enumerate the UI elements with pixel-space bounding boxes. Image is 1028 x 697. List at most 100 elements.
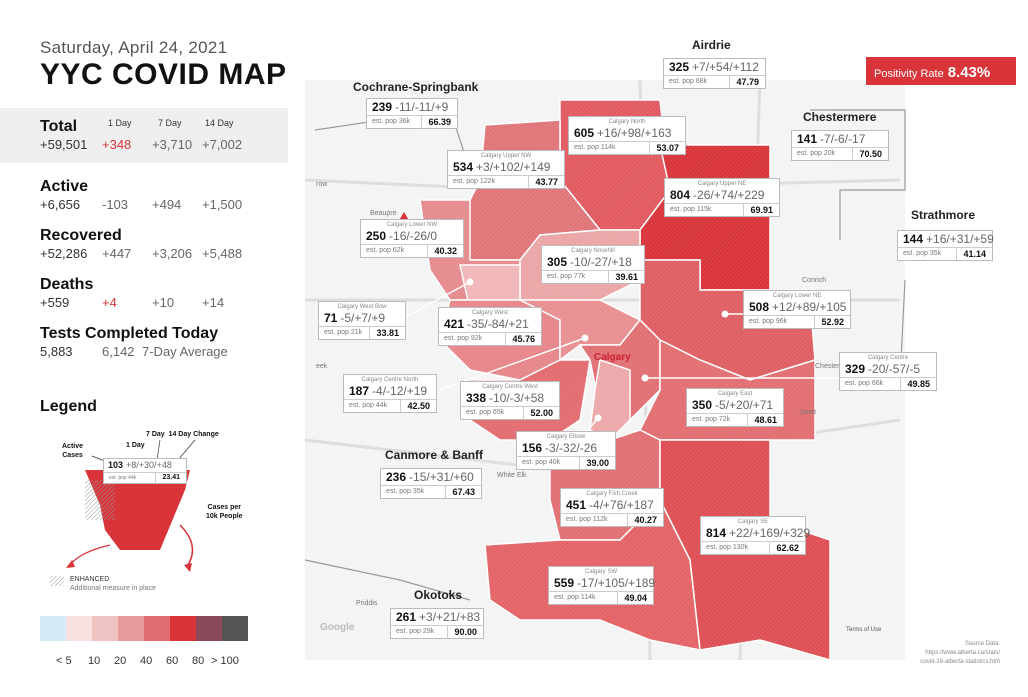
- region-rate: 43.77: [528, 176, 564, 188]
- region-pop: est. pop 96k: [749, 318, 788, 325]
- region-title: Okotoks: [414, 588, 463, 602]
- district-box: Calgary Fish Creek 451 -4/+76/+187 est. p…: [560, 488, 664, 527]
- region-pop: est. pop 77k: [547, 273, 586, 280]
- region-rate: 41.14: [956, 248, 992, 260]
- district-box: Calgary Upper NW 534 +3/+102/+149 est. po…: [447, 150, 565, 189]
- stat-recovered-14day: +5,488: [202, 246, 243, 261]
- map-label-calgary: Calgary: [594, 352, 631, 363]
- district-name: Calgary North: [608, 119, 646, 125]
- region-rate: 49.04: [617, 592, 653, 604]
- region-cases: 329: [845, 362, 866, 376]
- district-box: Calgary Upper NE 804 -26/+74/+229 est. po…: [664, 178, 780, 217]
- region-rate: 42.50: [400, 400, 436, 412]
- stat-tests: Tests Completed Today 5,883 6,142 7-Day Av…: [40, 325, 300, 359]
- district-name: Calgary Fish Creek: [586, 491, 638, 497]
- district-name: Calgary East: [717, 391, 753, 397]
- region-change: -35/-84/+21: [467, 317, 529, 331]
- region-rate: 48.61: [747, 414, 783, 426]
- region-change: -11/-11/+9: [395, 100, 449, 114]
- region-box: 261 +3/+21/+83 est. pop 29k 90.00: [390, 608, 484, 639]
- stat-total-14day: +7,002: [202, 137, 243, 152]
- region-cases: 534: [453, 160, 474, 174]
- region-box: 239 -11/-11/+9 est. pop 36k 66.39: [366, 98, 458, 129]
- legend-enhanced-note: Additional measure in place: [70, 585, 156, 592]
- region-pop: est. pop 114k: [554, 594, 596, 601]
- region-rate: 52.00: [523, 407, 559, 419]
- region-cases: 451: [566, 498, 587, 512]
- legend-sample-pop: est. pop 44k: [109, 475, 137, 481]
- region-cases: 144: [903, 232, 924, 246]
- source-url-2[interactable]: covid-19-alberta-statistics.htm: [920, 659, 1000, 665]
- region-rate: 53.07: [649, 142, 685, 154]
- region-title: Chestermere: [803, 110, 877, 124]
- district-name: Calgary West: [472, 310, 508, 316]
- region-rate: 52.92: [814, 316, 850, 328]
- district-box: Calgary West Bow 71 -5/+7/+9 est. pop 21k…: [318, 301, 406, 340]
- scale-label: 20: [114, 655, 127, 667]
- col-14day: 14 Day: [205, 118, 234, 128]
- map-label-row: row: [316, 181, 328, 188]
- scale-swatch: [170, 616, 196, 641]
- legend-sample-cases: 103: [108, 460, 124, 470]
- region-rate: 69.91: [743, 204, 779, 216]
- source-note: Source Data: https://www.alberta.ca/stat…: [920, 640, 1000, 667]
- region-cases: 508: [749, 300, 770, 314]
- region-box: 236 -15/+31/+60 est. pop 35k 67.43: [380, 468, 482, 499]
- col-1day: 1 Day: [108, 118, 132, 128]
- region-pop: est. pop 122k: [453, 178, 496, 185]
- region-cases: 261: [396, 610, 417, 624]
- region-rate: 47.79: [729, 76, 765, 88]
- stat-recovered-value: +52,286: [40, 246, 88, 261]
- region-title: Cochrane-Springbank: [353, 80, 479, 94]
- region-title: Canmore & Banff: [385, 448, 484, 462]
- region-pop: est. pop 130k: [706, 544, 749, 551]
- region-rate: 90.00: [447, 626, 483, 638]
- region-change: -7/-6/-17: [820, 132, 866, 146]
- legend-sample-change: +8/+30/+48: [126, 460, 172, 470]
- region-change: -5/+20/+71: [715, 398, 774, 412]
- region-cases: 350: [692, 398, 713, 412]
- stat-active-label: Active: [40, 178, 89, 195]
- map-label-google: Google: [320, 622, 355, 633]
- district-box: Calgary SE 814 +22/+169/+329 est. pop 130…: [700, 516, 810, 555]
- region-cases: 71: [324, 311, 338, 325]
- positivity-label: Positivity Rate: [874, 68, 944, 80]
- map-label-priddis: Priddis: [356, 600, 378, 607]
- district-name: Calgary Upper NW: [480, 153, 532, 159]
- region-rate: 49.85: [900, 378, 936, 390]
- region-title: Airdrie: [692, 38, 731, 52]
- region-cases: 804: [670, 188, 691, 202]
- legend-7-14day: 7 Day 14 Day Change: [146, 431, 219, 438]
- stat-active: Active +6,656 -103 +494 +1,500: [40, 178, 280, 212]
- positivity-value: 8.43%: [947, 64, 991, 81]
- stat-recovered: Recovered +52,286 +447 +3,206 +5,488: [40, 227, 280, 261]
- region-change: -26/+74/+229: [693, 188, 765, 202]
- region-change: -20/-57/-5: [868, 362, 921, 376]
- region-pop: est. pop 65k: [466, 409, 505, 416]
- region-change: -5/+7/+9: [340, 311, 386, 325]
- legend-hatch: [85, 480, 115, 520]
- region-pop: est. pop 36k: [372, 118, 411, 125]
- region-rate: 62.62: [769, 542, 805, 554]
- scale-swatch: [144, 616, 170, 641]
- region-pop: est. pop 72k: [692, 416, 731, 423]
- legend-1day: 1 Day: [126, 442, 145, 449]
- source-label: Source Data:: [964, 641, 1000, 647]
- stat-deaths-14day: +14: [202, 295, 225, 310]
- map-label-chestermere: Chestermere: [815, 363, 856, 370]
- map-label-white-elk: White Elk: [497, 472, 527, 479]
- stat-recovered-1day: +447: [102, 246, 132, 261]
- scale-label: 60: [166, 655, 179, 667]
- source-url-1[interactable]: https://www.alberta.ca/stats/: [925, 650, 1000, 656]
- stat-tests-value: 5,883: [40, 344, 73, 359]
- region-change: +12/+89/+105: [772, 300, 847, 314]
- region-change: +3/+21/+83: [419, 610, 481, 624]
- region-rate: 66.39: [421, 116, 457, 128]
- map-label-terms[interactable]: Terms of Use: [846, 627, 882, 633]
- leader-dots: [466, 278, 729, 422]
- map-label-eek: eek: [316, 363, 328, 370]
- region-box: 325 +7/+54/+112 est. pop 68k 47.79: [663, 58, 766, 89]
- scale-swatch: [118, 616, 144, 641]
- region-cases: 421: [444, 317, 465, 331]
- region-change: +7/+54/+112: [692, 60, 759, 74]
